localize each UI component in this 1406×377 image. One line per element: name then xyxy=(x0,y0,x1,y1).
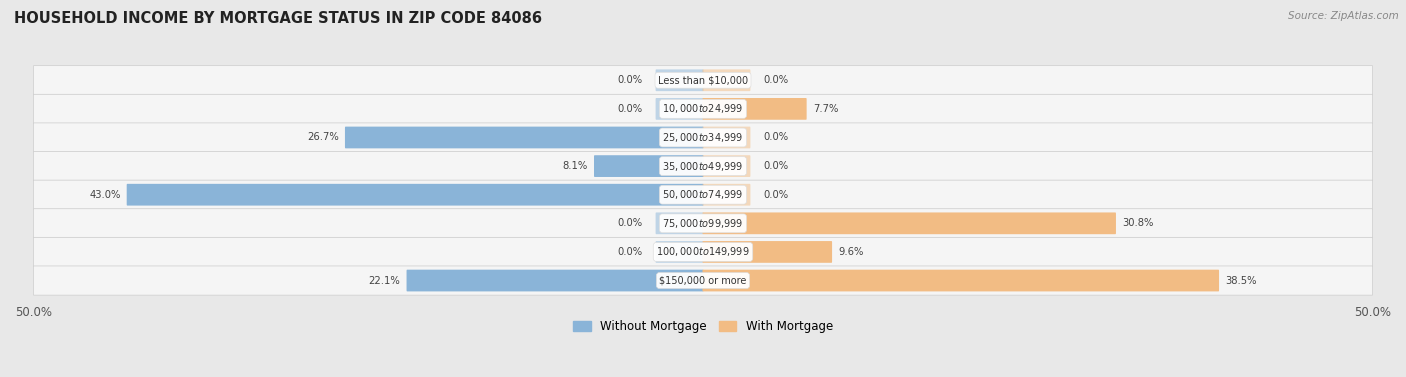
Text: 0.0%: 0.0% xyxy=(617,218,643,228)
FancyBboxPatch shape xyxy=(703,98,807,120)
FancyBboxPatch shape xyxy=(703,241,832,263)
Legend: Without Mortgage, With Mortgage: Without Mortgage, With Mortgage xyxy=(568,316,838,338)
Text: Source: ZipAtlas.com: Source: ZipAtlas.com xyxy=(1288,11,1399,21)
Text: $150,000 or more: $150,000 or more xyxy=(659,276,747,285)
Text: 8.1%: 8.1% xyxy=(562,161,588,171)
Text: $50,000 to $74,999: $50,000 to $74,999 xyxy=(662,188,744,201)
FancyBboxPatch shape xyxy=(34,152,1372,181)
Text: 43.0%: 43.0% xyxy=(89,190,121,200)
Text: 7.7%: 7.7% xyxy=(813,104,838,114)
FancyBboxPatch shape xyxy=(655,69,703,91)
Text: $75,000 to $99,999: $75,000 to $99,999 xyxy=(662,217,744,230)
Text: $100,000 to $149,999: $100,000 to $149,999 xyxy=(657,245,749,258)
Text: 38.5%: 38.5% xyxy=(1225,276,1257,285)
FancyBboxPatch shape xyxy=(344,127,703,149)
Text: 0.0%: 0.0% xyxy=(617,75,643,85)
Text: $10,000 to $24,999: $10,000 to $24,999 xyxy=(662,103,744,115)
FancyBboxPatch shape xyxy=(34,123,1372,152)
Text: 22.1%: 22.1% xyxy=(368,276,401,285)
FancyBboxPatch shape xyxy=(703,213,1116,234)
Text: 0.0%: 0.0% xyxy=(617,104,643,114)
FancyBboxPatch shape xyxy=(703,155,751,177)
Text: $35,000 to $49,999: $35,000 to $49,999 xyxy=(662,159,744,173)
FancyBboxPatch shape xyxy=(34,238,1372,267)
Text: 9.6%: 9.6% xyxy=(838,247,863,257)
FancyBboxPatch shape xyxy=(703,69,751,91)
FancyBboxPatch shape xyxy=(127,184,703,205)
Text: 0.0%: 0.0% xyxy=(763,132,789,143)
Text: $25,000 to $34,999: $25,000 to $34,999 xyxy=(662,131,744,144)
Text: 0.0%: 0.0% xyxy=(763,161,789,171)
Text: 0.0%: 0.0% xyxy=(763,75,789,85)
FancyBboxPatch shape xyxy=(655,241,703,263)
FancyBboxPatch shape xyxy=(655,98,703,120)
FancyBboxPatch shape xyxy=(406,270,703,291)
FancyBboxPatch shape xyxy=(703,270,1219,291)
Text: 26.7%: 26.7% xyxy=(307,132,339,143)
Text: 0.0%: 0.0% xyxy=(617,247,643,257)
FancyBboxPatch shape xyxy=(703,127,751,149)
Text: 0.0%: 0.0% xyxy=(763,190,789,200)
FancyBboxPatch shape xyxy=(593,155,703,177)
FancyBboxPatch shape xyxy=(34,209,1372,238)
FancyBboxPatch shape xyxy=(34,266,1372,295)
FancyBboxPatch shape xyxy=(703,184,751,205)
Text: Less than $10,000: Less than $10,000 xyxy=(658,75,748,85)
FancyBboxPatch shape xyxy=(655,213,703,234)
FancyBboxPatch shape xyxy=(34,180,1372,209)
Text: HOUSEHOLD INCOME BY MORTGAGE STATUS IN ZIP CODE 84086: HOUSEHOLD INCOME BY MORTGAGE STATUS IN Z… xyxy=(14,11,543,26)
FancyBboxPatch shape xyxy=(34,66,1372,95)
Text: 30.8%: 30.8% xyxy=(1122,218,1153,228)
FancyBboxPatch shape xyxy=(34,94,1372,124)
